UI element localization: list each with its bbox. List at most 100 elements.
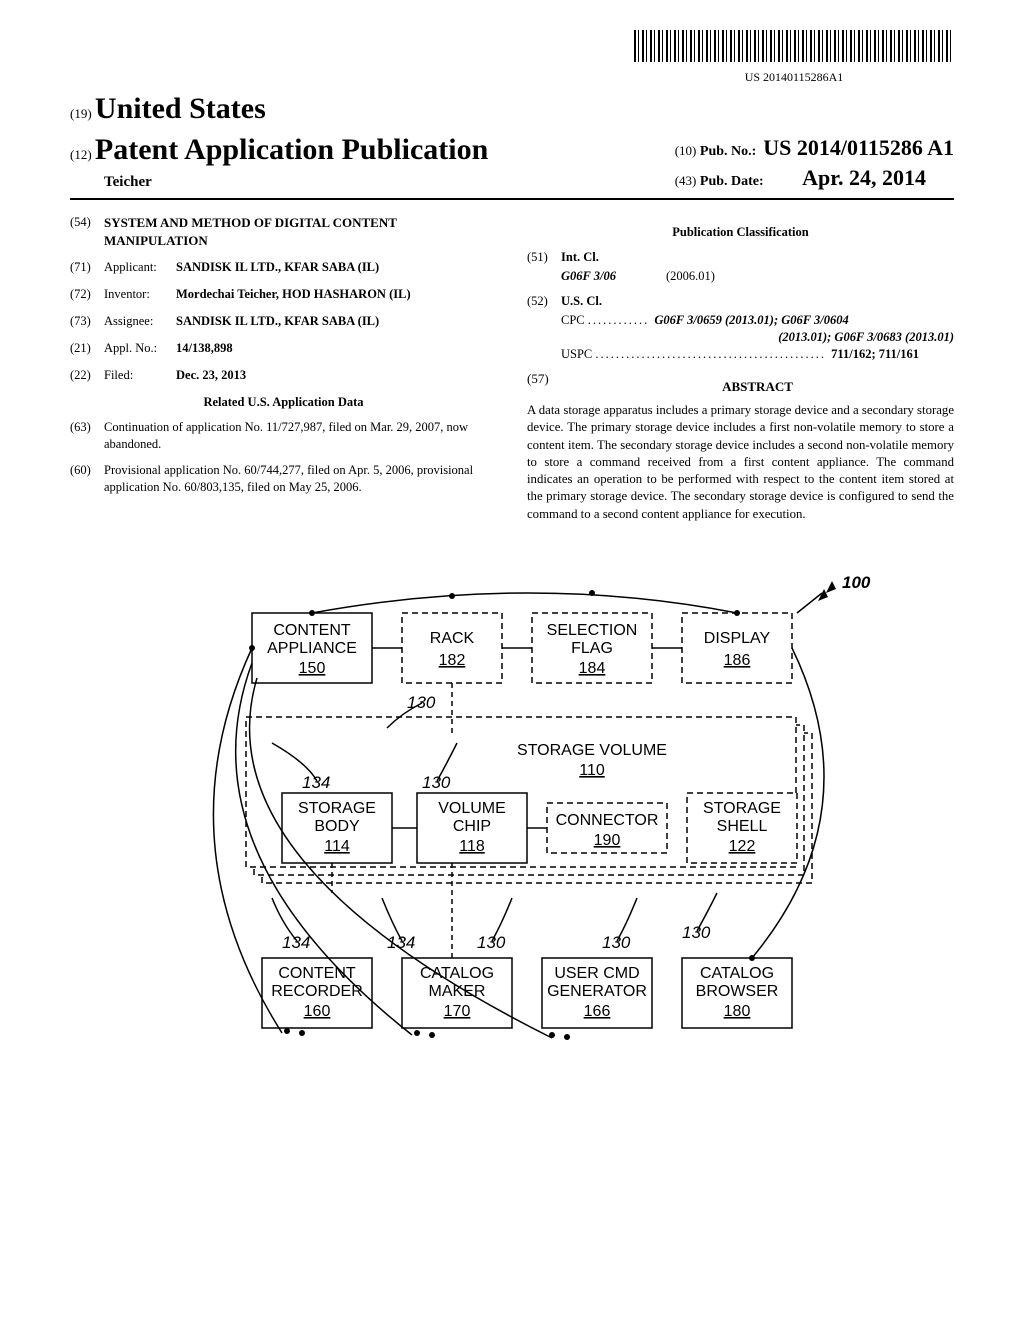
f22-label: Filed: — [104, 367, 176, 384]
box-selflag-l1: SELECTION — [547, 622, 638, 639]
f51-label: Int. Cl. — [561, 249, 954, 266]
box-ucmd-l2: GENERATOR — [547, 983, 647, 1000]
ref-130c: 130 — [477, 933, 506, 952]
box-storsh-num: 122 — [729, 838, 756, 855]
cpc-body1: G06F 3/0659 (2013.01); G06F 3/0604 — [654, 313, 848, 327]
ref-130e: 130 — [682, 923, 711, 942]
box-rack-num: 182 — [439, 652, 466, 669]
box-crec-l1: CONTENT — [278, 965, 356, 982]
pubno-label: Pub. No.: — [700, 144, 756, 159]
f52-num: (52) — [527, 293, 561, 310]
ref-130d: 130 — [602, 933, 631, 952]
uspc-body: 711/162; 711/161 — [831, 347, 919, 361]
pubdate-num: (43) — [675, 173, 697, 188]
box-storbody-l2: BODY — [314, 818, 360, 835]
author: Teicher — [104, 172, 488, 192]
box-volchip-l1: VOLUME — [438, 800, 506, 817]
box-storsh-l2: SHELL — [717, 818, 768, 835]
divider — [70, 198, 954, 200]
box-crec-num: 160 — [304, 1003, 331, 1020]
box-ucmd-l1: USER CMD — [554, 965, 639, 982]
box-content-appliance-l1: CONTENT — [273, 622, 351, 639]
box-cbrow-l2: BROWSER — [696, 983, 779, 1000]
box-storbody-l1: STORAGE — [298, 800, 376, 817]
dots1: ............ — [588, 313, 655, 327]
box-display-num: 186 — [724, 652, 751, 669]
bibliographic-columns: (54) SYSTEM AND METHOD OF DIGITAL CONTEN… — [70, 214, 954, 523]
barcode-text: US 20140115286A1 — [634, 69, 954, 85]
ref-134b: 134 — [282, 933, 310, 952]
box-selflag-num: 184 — [579, 660, 606, 677]
pubno-value: US 2014/0115286 A1 — [763, 135, 954, 160]
box-cmaker-num: 170 — [444, 1003, 471, 1020]
f21-body: 14/138,898 — [176, 340, 497, 357]
f72-label: Inventor: — [104, 286, 176, 303]
abstract-body: A data storage apparatus includes a prim… — [527, 402, 954, 523]
f72-body: Mordechai Teicher, HOD HASHARON (IL) — [176, 287, 411, 301]
abstract-head: ABSTRACT — [561, 378, 954, 396]
f22-body: Dec. 23, 2013 — [176, 367, 497, 384]
header: (19) United States (12) Patent Applicati… — [70, 89, 954, 192]
box-crec-l2: RECORDER — [271, 983, 363, 1000]
box-rack-l1: RACK — [430, 630, 475, 647]
box-conn-l1: CONNECTOR — [556, 812, 659, 829]
figure: 100 CONTENT APPLIANCE 150 RACK 182 SELEC… — [70, 563, 954, 1083]
box-storsh-l1: STORAGE — [703, 800, 781, 817]
box-storvol-l1: STORAGE VOLUME — [517, 742, 667, 759]
related-head: Related U.S. Application Data — [70, 394, 497, 411]
ref-134a: 134 — [302, 773, 330, 792]
pubdate-value: Apr. 24, 2014 — [802, 165, 926, 190]
box-selflag-l2: FLAG — [571, 640, 613, 657]
pubno-num: (10) — [675, 143, 697, 158]
box-cbrow-num: 180 — [724, 1003, 751, 1020]
f60-body: Provisional application No. 60/744,277, … — [104, 462, 497, 496]
left-column: (54) SYSTEM AND METHOD OF DIGITAL CONTEN… — [70, 214, 497, 523]
f54-title: SYSTEM AND METHOD OF DIGITAL CONTENT MAN… — [104, 214, 497, 249]
barcode-area: US 20140115286A1 — [70, 30, 954, 85]
box-cbrow-l1: CATALOG — [700, 965, 774, 982]
box-conn-num: 190 — [594, 832, 621, 849]
f71-num: (71) — [70, 259, 104, 276]
f71-body: SANDISK IL LTD., KFAR SABA (IL) — [176, 260, 379, 274]
right-column: Publication Classification (51) Int. Cl.… — [527, 214, 954, 523]
f51-code: G06F 3/06 — [561, 269, 616, 283]
ref-100: 100 — [842, 573, 871, 592]
f60-num: (60) — [70, 462, 104, 496]
f73-num: (73) — [70, 313, 104, 330]
box-storbody-num: 114 — [324, 838, 350, 855]
box-volchip-l2: CHIP — [453, 818, 491, 835]
cpc-label: CPC — [561, 313, 585, 327]
f21-label: Appl. No.: — [104, 340, 176, 357]
f71-label: Applicant: — [104, 259, 176, 276]
class-head: Publication Classification — [527, 224, 954, 241]
barcode-graphic — [634, 30, 954, 62]
f21-num: (21) — [70, 340, 104, 357]
f73-label: Assignee: — [104, 313, 176, 330]
box-display-l1: DISPLAY — [704, 630, 771, 647]
f63-body: Continuation of application No. 11/727,9… — [104, 419, 497, 453]
kind-num: (12) — [70, 147, 92, 162]
box-content-appliance-num: 150 — [299, 660, 326, 677]
pubdate-label: Pub. Date: — [700, 174, 764, 189]
box-ucmd-num: 166 — [584, 1003, 611, 1020]
f54-num: (54) — [70, 214, 104, 249]
f51-year: (2006.01) — [666, 269, 715, 283]
box-cmaker-l1: CATALOG — [420, 965, 494, 982]
f51-num: (51) — [527, 249, 561, 266]
f52-label: U.S. Cl. — [561, 293, 954, 310]
f57-num: (57) — [527, 370, 561, 402]
f72-num: (72) — [70, 286, 104, 303]
box-volchip-num: 118 — [459, 838, 485, 855]
country-num: (19) — [70, 106, 92, 121]
dots2: ........................................… — [595, 347, 831, 361]
box-content-appliance-l2: APPLIANCE — [267, 640, 357, 657]
uspc-label: USPC — [561, 347, 592, 361]
cpc-body2: (2013.01); G06F 3/0683 (2013.01) — [778, 330, 954, 344]
f22-num: (22) — [70, 367, 104, 384]
box-storvol-num: 110 — [579, 762, 605, 779]
f73-body: SANDISK IL LTD., KFAR SABA (IL) — [176, 314, 379, 328]
f63-num: (63) — [70, 419, 104, 453]
ref-130a: 130 — [422, 773, 451, 792]
kind: Patent Application Publication — [95, 133, 488, 166]
country: United States — [95, 92, 266, 125]
